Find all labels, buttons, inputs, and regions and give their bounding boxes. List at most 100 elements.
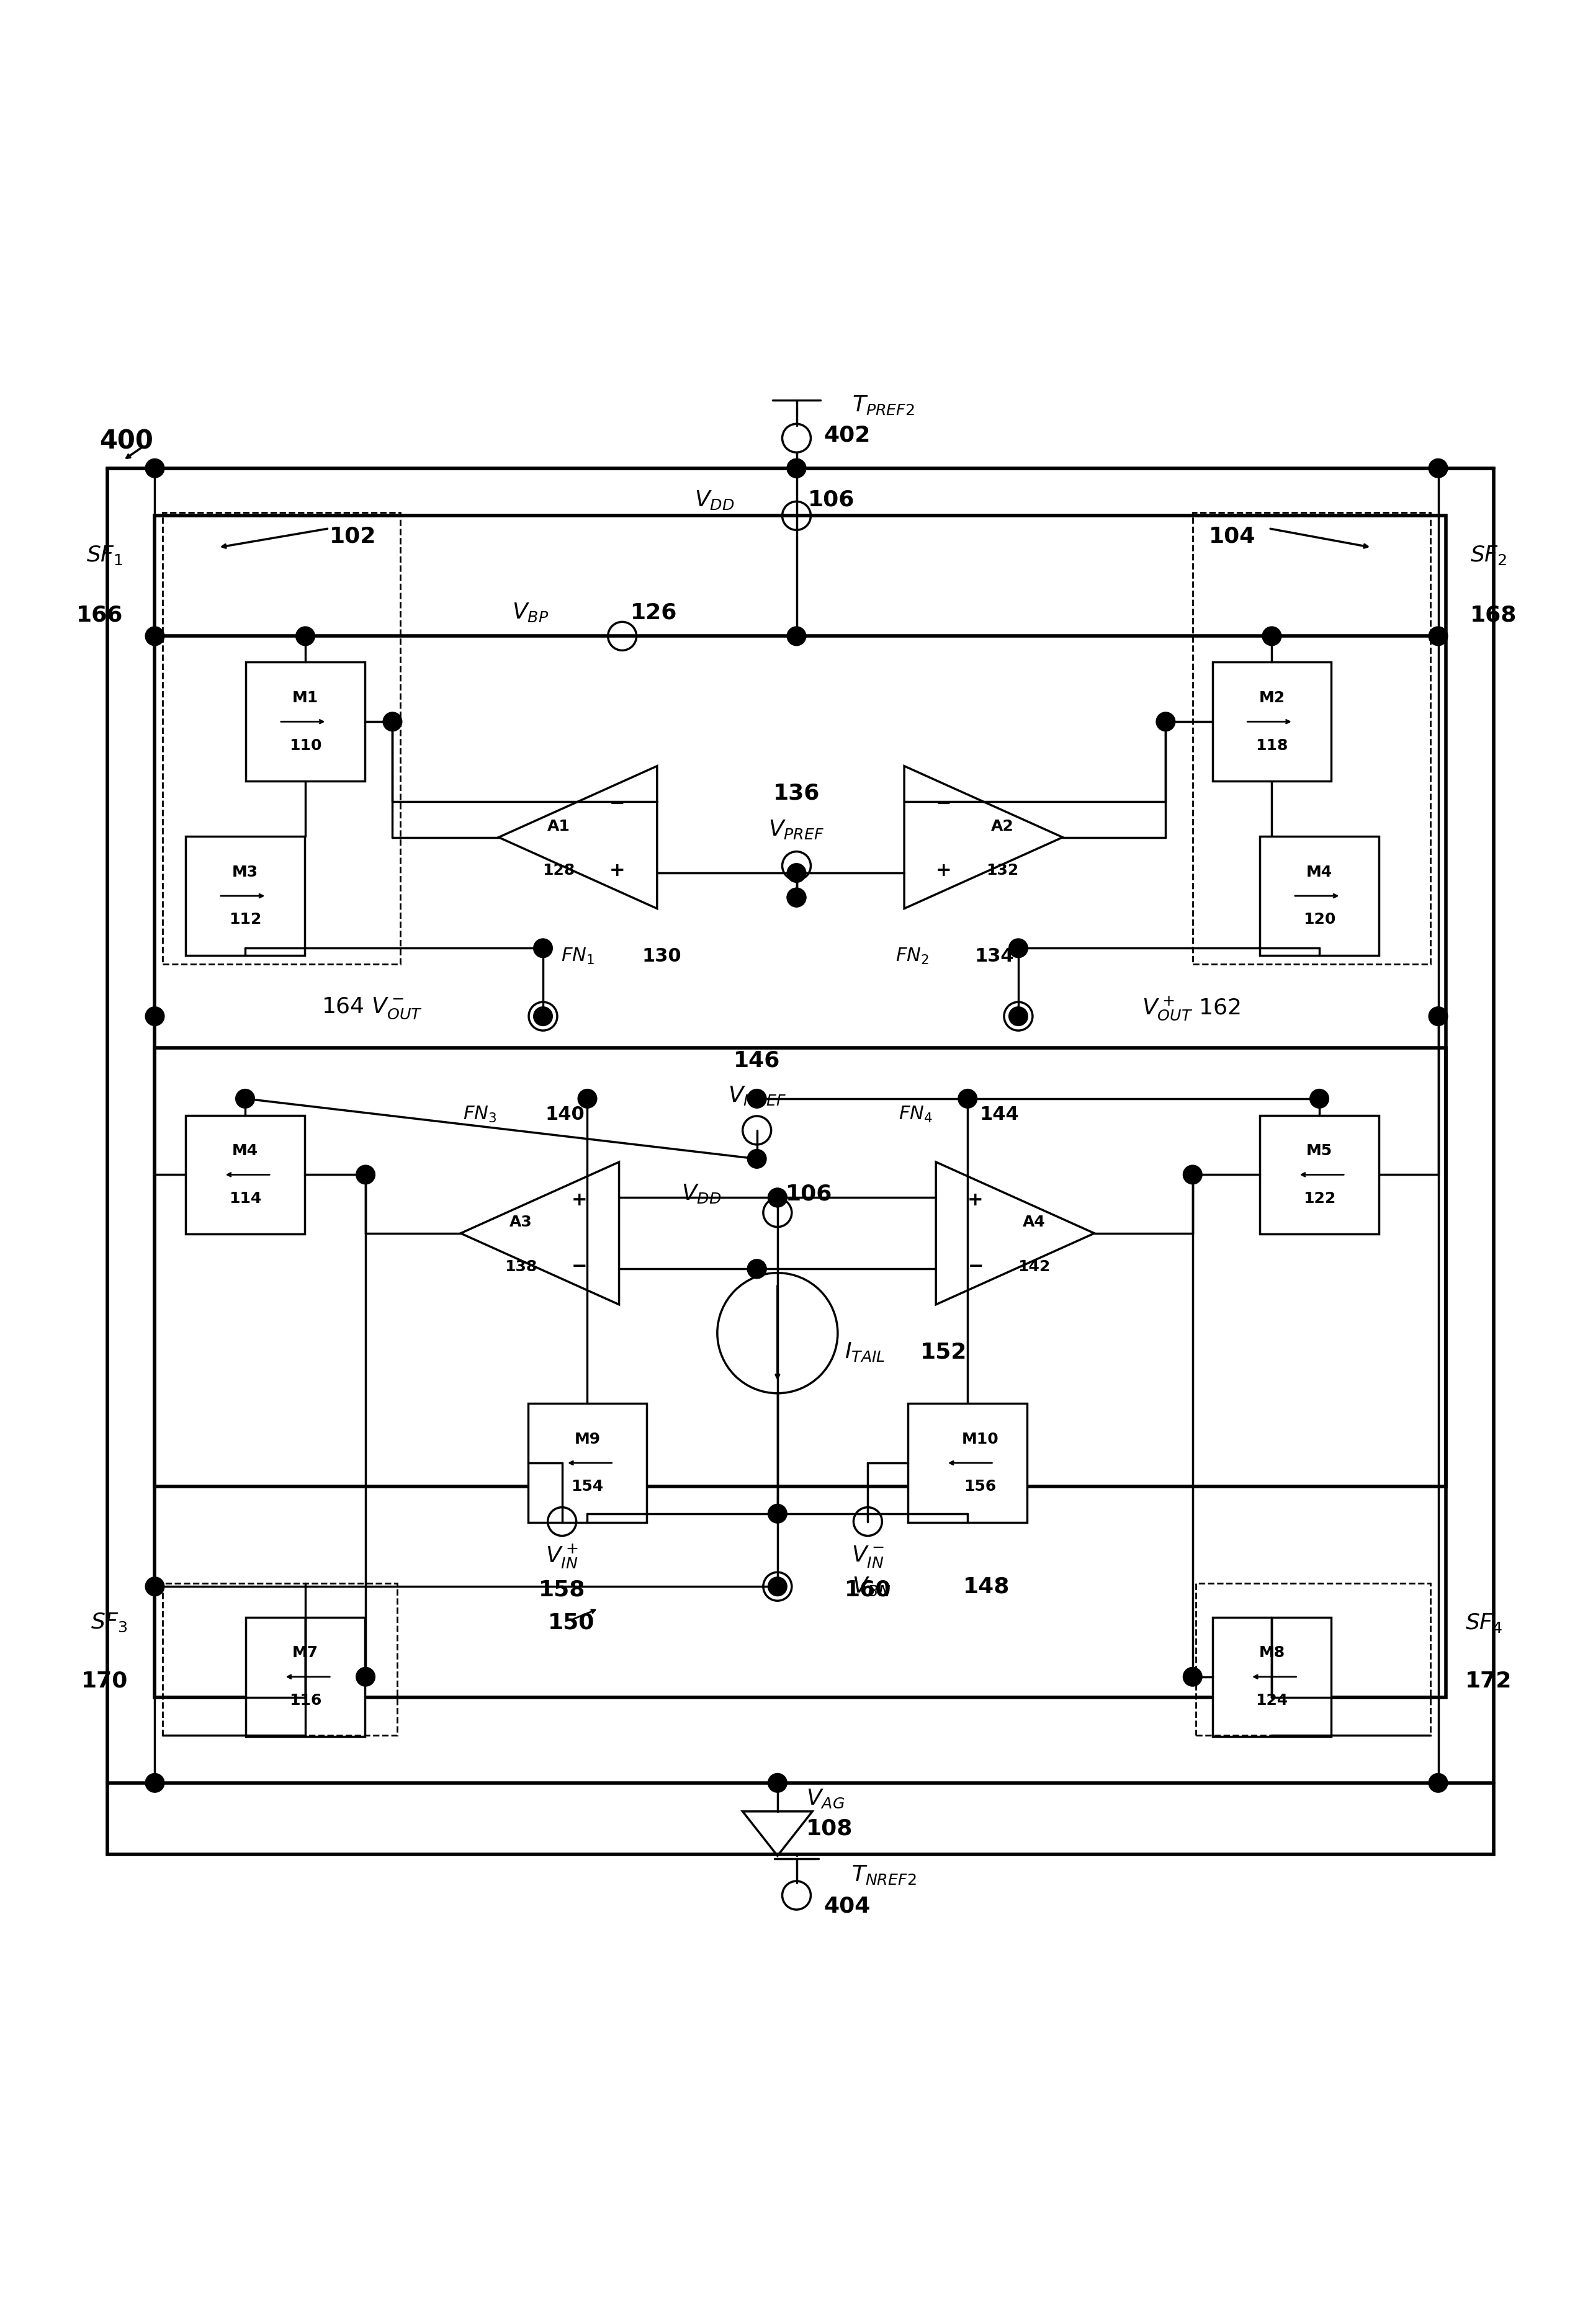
Text: 108: 108	[806, 1817, 852, 1838]
Circle shape	[1429, 627, 1448, 646]
Text: $FN_1$: $FN_1$	[561, 946, 594, 967]
Circle shape	[382, 711, 401, 732]
Circle shape	[578, 1090, 597, 1109]
Text: $FN_4$: $FN_4$	[898, 1104, 932, 1125]
Text: +: +	[610, 862, 626, 878]
Circle shape	[768, 1188, 787, 1206]
Text: M10: M10	[962, 1432, 999, 1446]
Text: 160: 160	[844, 1578, 890, 1601]
Text: 154: 154	[572, 1480, 604, 1494]
Circle shape	[534, 939, 553, 957]
Circle shape	[534, 1006, 553, 1025]
Text: 106: 106	[785, 1183, 833, 1204]
Text: 116: 116	[288, 1694, 322, 1708]
Text: $SF_3$: $SF_3$	[91, 1613, 127, 1634]
Bar	[162, 1583, 397, 1736]
Circle shape	[787, 865, 806, 883]
Text: 152: 152	[921, 1341, 967, 1362]
Text: $V_{PREF}$: $V_{PREF}$	[768, 818, 825, 841]
Text: 144: 144	[980, 1106, 1020, 1122]
Circle shape	[787, 888, 806, 906]
Circle shape	[1008, 939, 1027, 957]
Bar	[155, 516, 1446, 1487]
Text: 114: 114	[229, 1190, 261, 1206]
Text: M7: M7	[292, 1645, 319, 1659]
Text: 168: 168	[1470, 604, 1517, 625]
Text: $V_{DD}$: $V_{DD}$	[682, 1183, 722, 1204]
Circle shape	[296, 627, 315, 646]
Text: 170: 170	[81, 1671, 127, 1692]
Text: 130: 130	[642, 948, 682, 964]
Circle shape	[747, 1090, 766, 1109]
Text: $V_{IN}^+$: $V_{IN}^+$	[546, 1543, 578, 1571]
Text: 150: 150	[548, 1613, 594, 1634]
Text: M4: M4	[1306, 865, 1332, 878]
Text: M9: M9	[575, 1432, 601, 1446]
Bar	[245, 662, 365, 781]
Text: $SF_2$: $SF_2$	[1470, 544, 1507, 567]
Bar	[527, 1404, 647, 1522]
Text: 110: 110	[288, 739, 322, 753]
Circle shape	[747, 1260, 766, 1278]
Circle shape	[236, 1090, 255, 1109]
Text: 136: 136	[773, 783, 820, 804]
Text: A1: A1	[548, 818, 570, 834]
Circle shape	[1157, 711, 1176, 732]
Text: $164\ V_{OUT}^-$: $164\ V_{OUT}^-$	[322, 997, 422, 1020]
Circle shape	[747, 1150, 766, 1169]
Circle shape	[787, 458, 806, 479]
Bar	[186, 1116, 304, 1234]
Text: $I_{TAIL}$: $I_{TAIL}$	[844, 1341, 886, 1364]
Text: 142: 142	[1018, 1260, 1050, 1274]
Circle shape	[145, 1773, 164, 1792]
Text: $FN_2$: $FN_2$	[895, 946, 929, 967]
Circle shape	[768, 1504, 787, 1522]
Circle shape	[1309, 1090, 1329, 1109]
Circle shape	[1429, 1773, 1448, 1792]
Text: A2: A2	[991, 818, 1013, 834]
Text: $V_{DD}$: $V_{DD}$	[695, 488, 734, 511]
Bar	[1196, 1583, 1431, 1736]
Text: 126: 126	[631, 602, 677, 623]
Text: 106: 106	[808, 490, 855, 511]
Text: $V_{BP}$: $V_{BP}$	[511, 602, 548, 623]
Text: 140: 140	[545, 1106, 585, 1122]
Text: 112: 112	[229, 913, 261, 927]
Circle shape	[768, 1578, 787, 1597]
Circle shape	[1184, 1666, 1203, 1687]
Text: A3: A3	[510, 1215, 532, 1229]
Circle shape	[357, 1164, 374, 1185]
Bar	[245, 1618, 365, 1736]
Text: $V_{OUT}^+\ 162$: $V_{OUT}^+\ 162$	[1142, 995, 1239, 1023]
Text: 146: 146	[733, 1050, 781, 1071]
Text: M2: M2	[1258, 690, 1286, 706]
Bar	[162, 514, 400, 964]
Text: $SF_1$: $SF_1$	[86, 544, 123, 567]
Text: $SF_4$: $SF_4$	[1466, 1613, 1502, 1634]
Text: 400: 400	[99, 428, 153, 453]
Bar	[186, 837, 304, 955]
Text: 148: 148	[962, 1576, 1010, 1597]
Text: 104: 104	[1209, 525, 1255, 546]
Text: 166: 166	[76, 604, 123, 625]
Text: −: −	[937, 795, 951, 813]
Circle shape	[1184, 1164, 1203, 1185]
Text: $T_{PREF2}$: $T_{PREF2}$	[852, 393, 914, 416]
Text: M1: M1	[292, 690, 319, 706]
Circle shape	[145, 458, 164, 479]
Text: $V_{AG}$: $V_{AG}$	[806, 1787, 844, 1810]
Text: 156: 156	[964, 1480, 997, 1494]
Text: A4: A4	[1023, 1215, 1045, 1229]
Circle shape	[145, 1578, 164, 1597]
Bar	[107, 467, 1494, 1855]
Text: +: +	[572, 1190, 588, 1208]
Text: 120: 120	[1303, 913, 1335, 927]
Text: M8: M8	[1258, 1645, 1286, 1659]
Text: 158: 158	[538, 1578, 585, 1601]
Text: $T_{NREF2}$: $T_{NREF2}$	[851, 1864, 916, 1887]
Circle shape	[787, 458, 806, 479]
Circle shape	[787, 888, 806, 906]
Text: 138: 138	[505, 1260, 537, 1274]
Text: −: −	[572, 1257, 588, 1276]
Text: 124: 124	[1255, 1694, 1289, 1708]
